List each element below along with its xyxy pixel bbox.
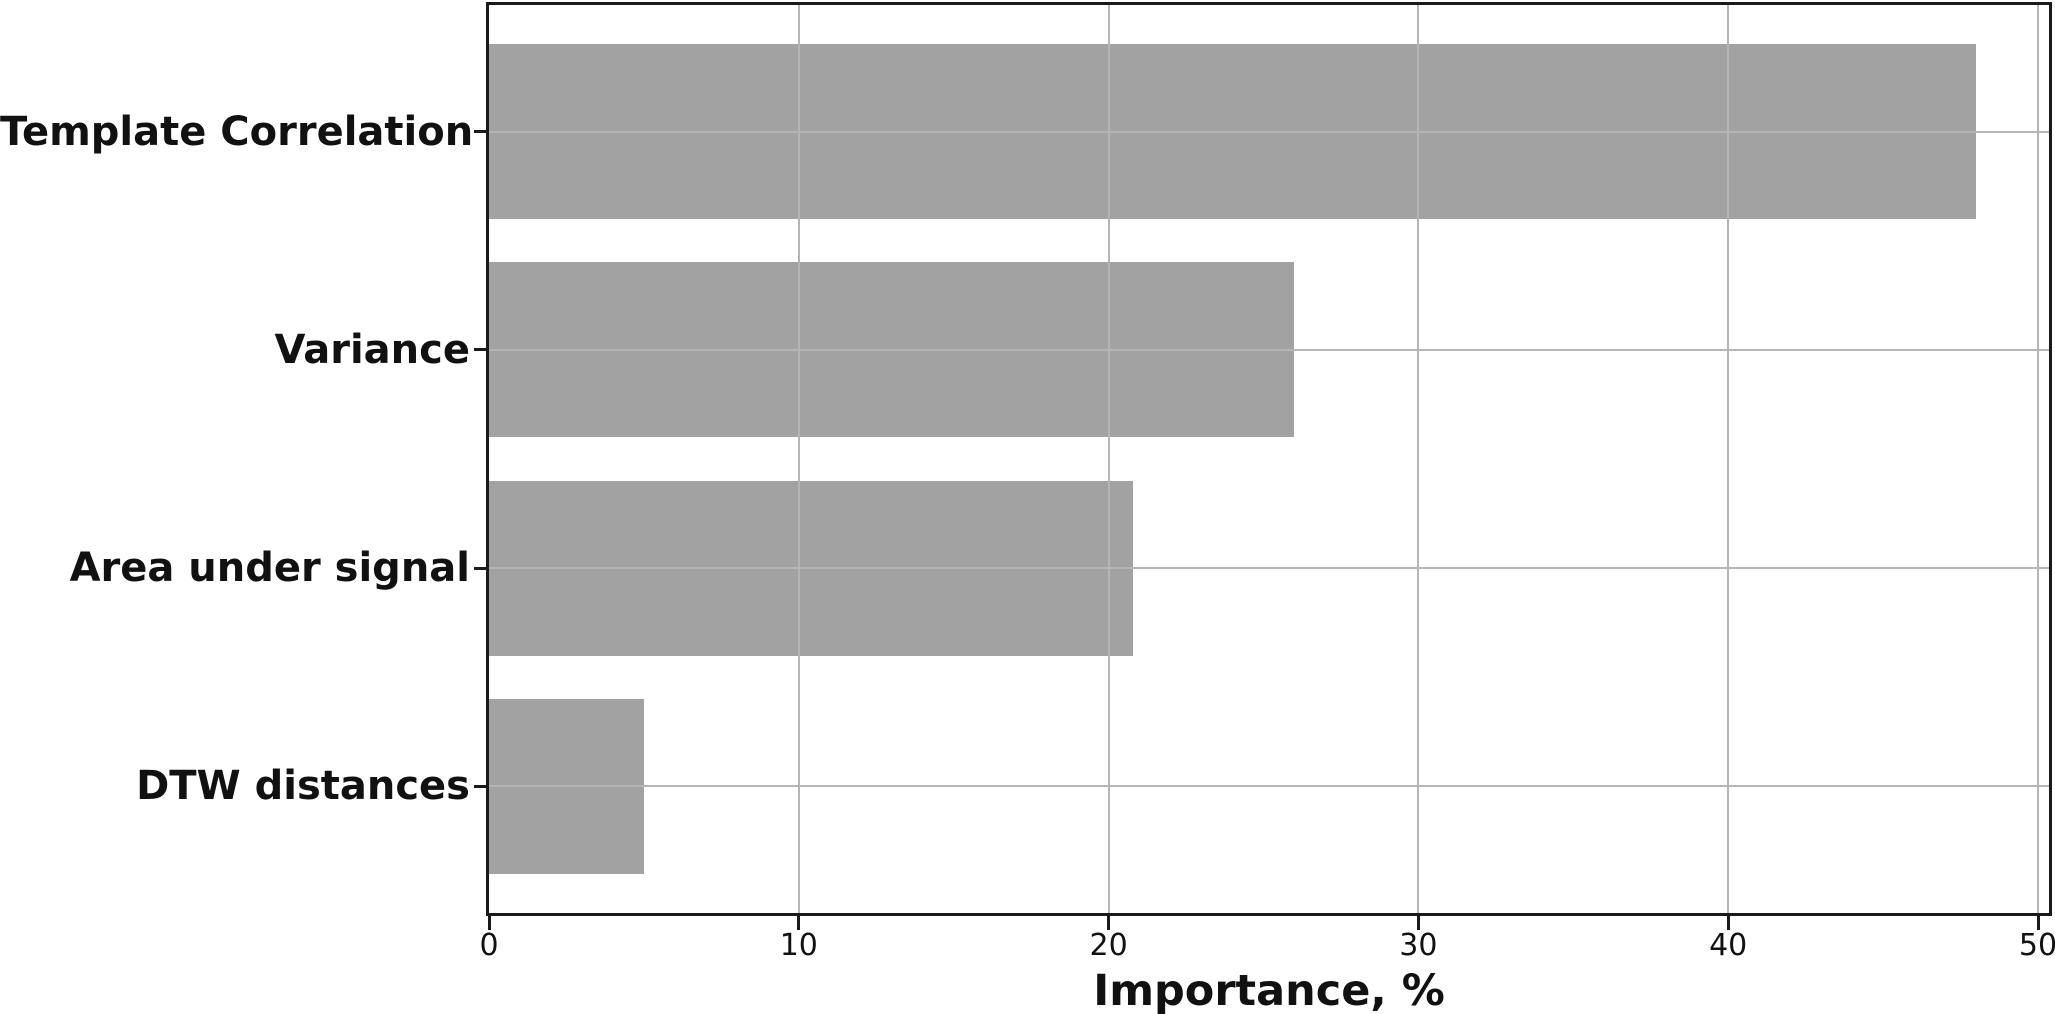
x-gridline	[2037, 5, 2039, 913]
y-category-label: Template Correlation	[0, 108, 474, 155]
x-axis-tick	[1726, 916, 1730, 930]
x-tick-label: 40	[1709, 928, 1748, 963]
x-tick-label: 10	[779, 928, 818, 963]
x-tick-label: 30	[1399, 928, 1438, 963]
y-category-label: DTW distances	[136, 763, 470, 810]
x-tick-label: 20	[1089, 928, 1128, 963]
x-gridline	[1417, 5, 1420, 913]
y-axis-tick	[474, 130, 488, 133]
x-axis-tick	[487, 916, 491, 930]
x-axis-tick	[2036, 916, 2040, 930]
y-axis-tick	[474, 566, 488, 570]
x-gridline	[1107, 5, 1110, 913]
x-tick-label: 50	[2018, 928, 2055, 963]
x-gridline	[1727, 5, 1730, 913]
y-axis-tick	[474, 348, 488, 352]
plot-area	[486, 2, 2052, 916]
y-gridline	[489, 348, 2049, 351]
x-tick-label: 0	[479, 928, 499, 963]
y-gridline	[489, 785, 2049, 788]
x-axis-tick	[797, 916, 801, 930]
x-axis-tick	[1107, 916, 1111, 930]
y-category-label: Area under signal	[69, 545, 470, 592]
y-gridline	[489, 130, 2049, 133]
x-axis-label: Importance, %	[1093, 966, 1445, 1014]
y-gridline	[489, 567, 2049, 570]
y-category-label: Variance	[274, 326, 470, 373]
x-axis-tick	[1416, 916, 1420, 930]
x-gridline	[797, 5, 800, 913]
y-axis-tick	[474, 784, 488, 788]
